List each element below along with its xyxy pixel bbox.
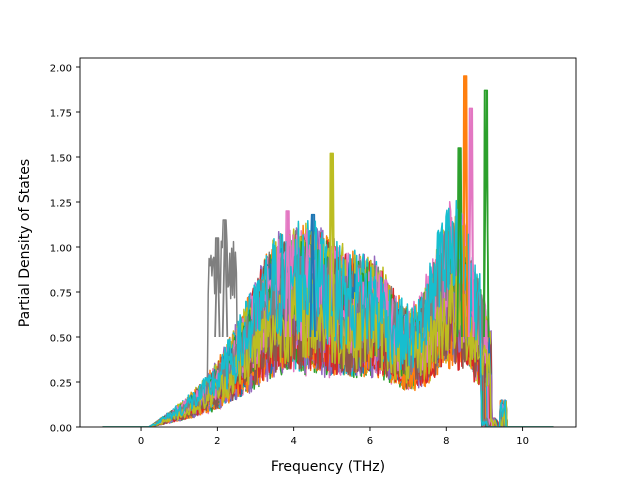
y-tick-label: 1.50 [50,154,72,165]
peak-line [328,153,335,338]
plot-frame [79,57,577,428]
peak-line [467,108,475,338]
x-tick-label: 0 [138,436,144,447]
axes: 0 2 4 6 8 10 0.00 0.25 0.50 0.75 1.00 1.25 1.50 1.75 2… [50,57,577,447]
y-tick-label: 1.25 [50,199,72,210]
y-tick-label: 1.75 [50,109,72,120]
peak-line [456,147,463,338]
y-tick-label: 0.75 [50,289,72,300]
peak-line [284,210,292,338]
y-axis-label: Partial Density of States [17,159,33,327]
x-tick-label: 10 [516,436,529,447]
x-axis-label: Frequency (THz) [271,459,385,475]
y-tick-label: 1.00 [50,244,72,255]
peak-line [483,90,490,338]
series-lines [102,75,554,427]
x-tick-label: 2 [214,436,220,447]
x-tick-label: 4 [290,436,296,447]
pdos-series-line [102,199,554,427]
peak-line [309,214,316,338]
x-tick-label: 6 [367,436,373,447]
x-tick-label: 8 [443,436,449,447]
peak-line [462,75,469,338]
peak-line [214,237,221,338]
y-tick-label: 0.25 [50,379,72,390]
y-tick-label: 0.00 [50,424,72,435]
peak-line [221,219,229,338]
y-tick-label: 0.50 [50,334,72,345]
y-tick-label: 2.00 [50,64,72,75]
